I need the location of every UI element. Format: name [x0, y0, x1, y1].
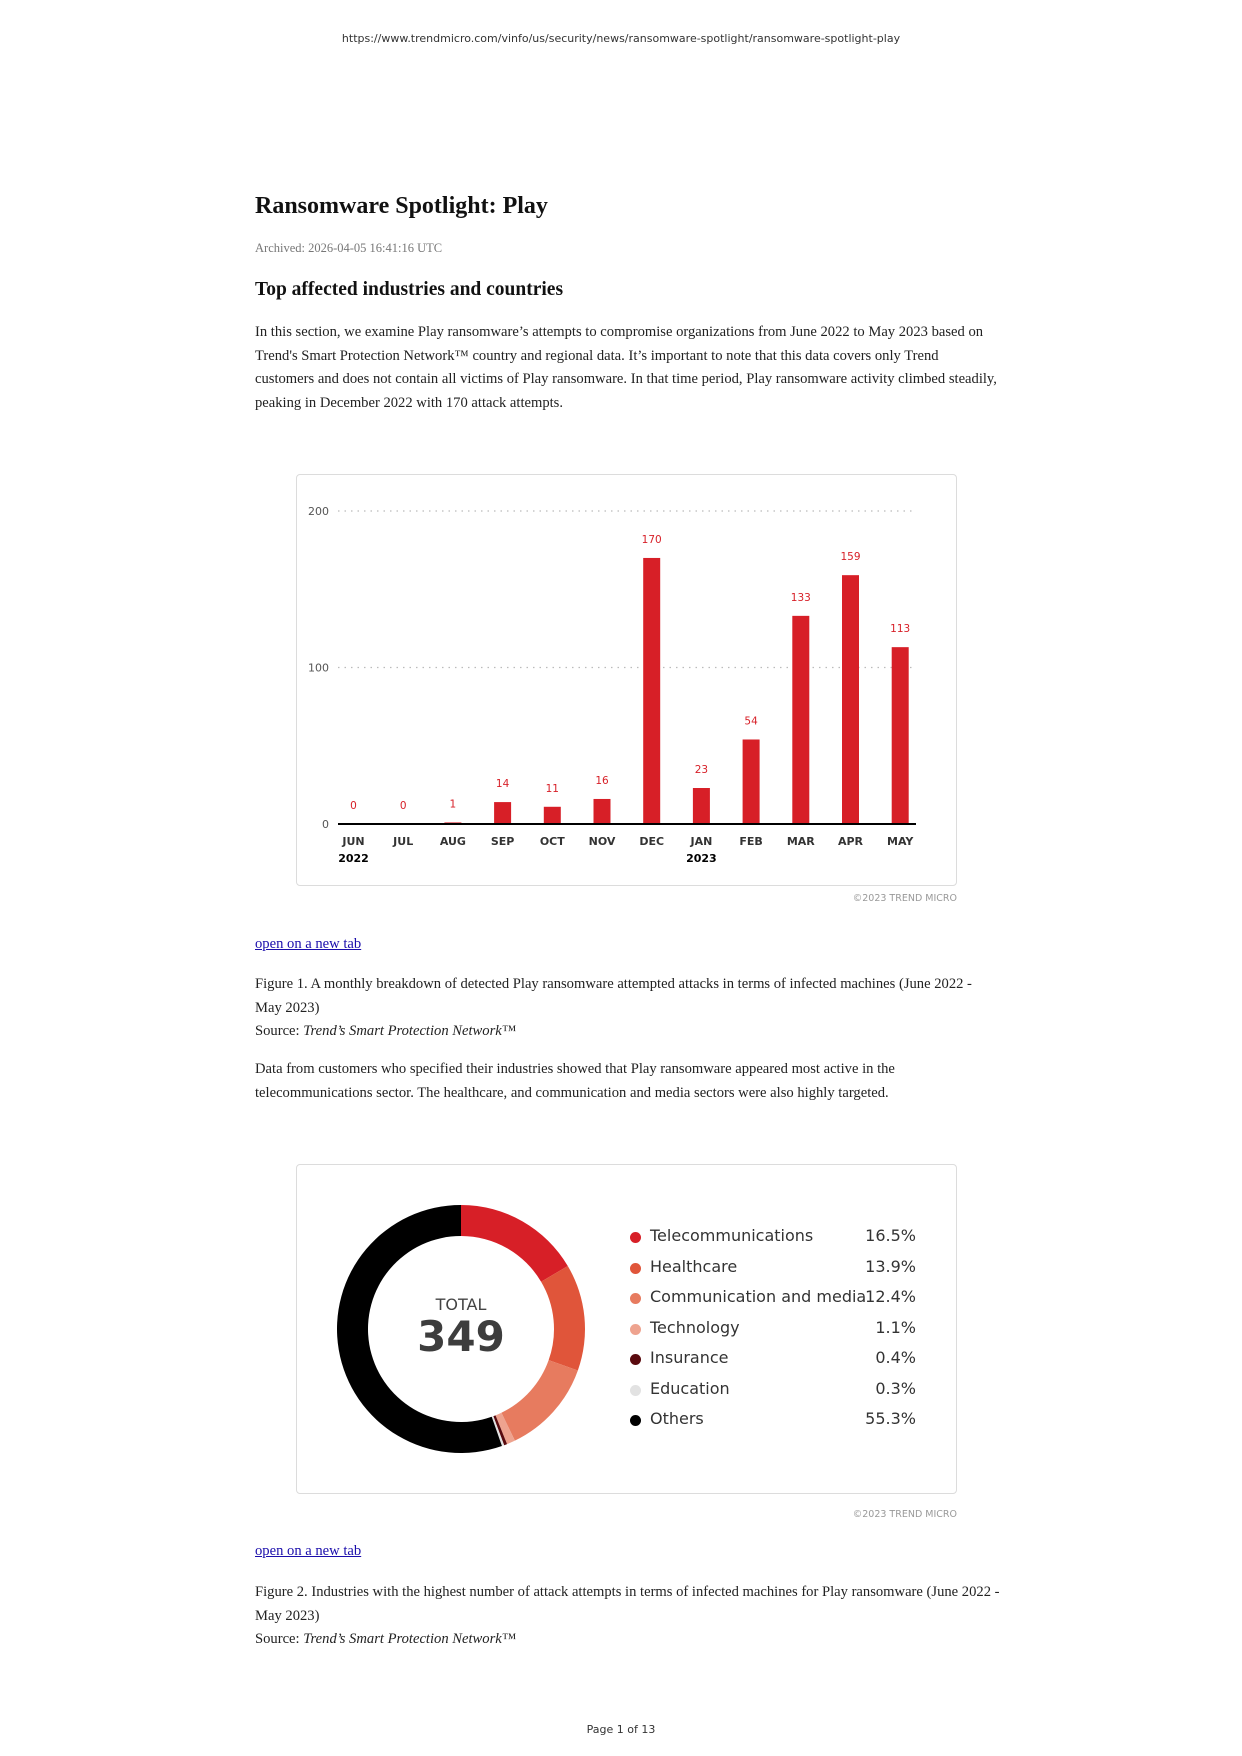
donut-total-value: 349 [417, 1312, 505, 1361]
donut-slice [493, 1415, 508, 1446]
figure2-caption: Figure 2. Industries with the highest nu… [255, 1584, 1000, 1624]
bar [493, 801, 511, 824]
legend-dot-icon [630, 1232, 641, 1243]
industries-paragraph: Data from customers who specified their … [255, 1061, 895, 1101]
x-tick-label: MAR [786, 835, 814, 848]
bar [692, 787, 710, 824]
x-tick-label: JUL [392, 835, 413, 848]
figure1-open-new-tab-link[interactable]: open on a new tab [255, 936, 362, 952]
donut-slice [501, 1360, 578, 1441]
data-label: 0 [399, 800, 406, 812]
data-label: 23 [694, 764, 707, 776]
legend-label: Healthcare [650, 1257, 738, 1276]
bar [593, 798, 610, 824]
donut-slice [461, 1205, 568, 1282]
y-tick-label: 0 [322, 818, 329, 831]
x-tick-label: SEP [490, 835, 513, 848]
legend-item: Insurance 0.4% [630, 1348, 916, 1372]
data-label: 159 [840, 551, 860, 563]
data-label: 1 [449, 798, 456, 810]
archived-timestamp: Archived: 2026-04-05 16:41:16 UTC [255, 241, 443, 255]
industries-donut-chart [336, 1205, 585, 1453]
intro-paragraph: In this section, we examine Play ransomw… [255, 324, 997, 412]
copyright-2: ©2023 TREND MICRO [852, 1509, 957, 1520]
legend-item: Technology 1.1% [630, 1318, 916, 1342]
legend-item: Communication and media 12.4% [630, 1287, 916, 1311]
bar [642, 557, 660, 824]
legend-label: Telecommunications [650, 1226, 814, 1245]
data-label: 54 [744, 715, 758, 727]
source-name: Trend’s Smart Protection Network™ [303, 1023, 517, 1039]
bar [742, 738, 760, 824]
page-title: Ransomware Spotlight: Play [255, 193, 548, 219]
legend-dot-icon [630, 1324, 641, 1335]
data-label: 14 [495, 778, 509, 790]
legend-dot-icon [630, 1415, 641, 1426]
bar [791, 615, 809, 824]
donut-slice [541, 1265, 585, 1371]
x-tick-label: JAN [689, 835, 712, 848]
legend-value: 55.3% [865, 1409, 916, 1428]
x-tick-label: DEC [639, 835, 664, 848]
legend-dot-icon [630, 1293, 641, 1304]
donut-chart-frame [296, 1164, 957, 1494]
x-tick-label: JUN [341, 835, 364, 848]
data-label: 0 [350, 800, 357, 812]
legend-label: Others [650, 1409, 704, 1428]
data-label: 113 [890, 623, 910, 635]
legend-item: Telecommunications 16.5% [630, 1226, 916, 1250]
legend-value: 16.5% [865, 1226, 916, 1245]
bar [841, 574, 859, 824]
legend-label: Technology [650, 1318, 740, 1337]
section-heading: Top affected industries and countries [255, 279, 564, 300]
legend-label: Communication and media [650, 1287, 867, 1306]
donut-slice [336, 1205, 502, 1453]
legend-value: 12.4% [865, 1287, 916, 1306]
bar [891, 646, 909, 824]
legend-value: 0.3% [875, 1379, 916, 1398]
source-name: Trend’s Smart Protection Network™ [303, 1631, 517, 1647]
bar-chart-frame: 0 100 200 0 JUN 0 JUL 1 AUG 14 SEP 11 OCT 16 NOV 170 DEC… [296, 474, 957, 886]
donut-slice [491, 1416, 505, 1447]
page-number: Page 1 of 13 [586, 1723, 656, 1736]
legend-dot-icon [630, 1263, 641, 1274]
page-url: https://www.trendmicro.com/vinfo/us/secu… [341, 32, 901, 45]
donut-slice [495, 1412, 515, 1445]
bar [543, 806, 561, 824]
legend-item: Healthcare 13.9% [630, 1257, 916, 1281]
year-label: 2023 [686, 852, 717, 865]
legend-value: 13.9% [865, 1257, 916, 1276]
figure1-source: Source: Trend’s Smart Protection Network… [255, 1020, 1000, 1044]
figure2-open-new-tab-link[interactable]: open on a new tab [255, 1543, 362, 1559]
figure1-caption: Figure 1. A monthly breakdown of detecte… [255, 976, 972, 1016]
y-tick-label: 100 [308, 661, 329, 674]
y-tick-label: 200 [308, 505, 329, 518]
x-tick-label: OCT [539, 835, 564, 848]
x-tick-label: MAY [887, 835, 914, 848]
figure2-source: Source: Trend’s Smart Protection Network… [255, 1628, 1000, 1652]
legend-label: Insurance [650, 1348, 729, 1367]
donut-total-label: TOTAL [435, 1295, 487, 1314]
copyright-1: ©2023 TREND MICRO [852, 893, 957, 904]
x-tick-label: AUG [439, 835, 465, 848]
legend-dot-icon [630, 1354, 641, 1365]
legend-label: Education [650, 1379, 730, 1398]
year-label: 2022 [338, 852, 369, 865]
source-label: Source: [255, 1023, 304, 1039]
source-label: Source: [255, 1631, 304, 1647]
x-tick-label: APR [837, 835, 863, 848]
legend-item: Others 55.3% [630, 1409, 916, 1433]
legend-value: 1.1% [875, 1318, 916, 1337]
data-label: 11 [545, 782, 558, 794]
legend-value: 0.4% [875, 1348, 916, 1367]
monthly-attacks-bar-chart: 0 100 200 0 JUN 0 JUL 1 AUG 14 SEP 11 OCT 16 NOV 170 DEC… [308, 505, 916, 865]
legend-dot-icon [630, 1385, 641, 1396]
data-label: 170 [641, 533, 661, 545]
data-label: 16 [595, 774, 609, 786]
data-label: 133 [790, 591, 810, 603]
legend-item: Education 0.3% [630, 1379, 916, 1403]
x-tick-label: NOV [588, 835, 615, 848]
x-tick-label: FEB [739, 835, 762, 848]
